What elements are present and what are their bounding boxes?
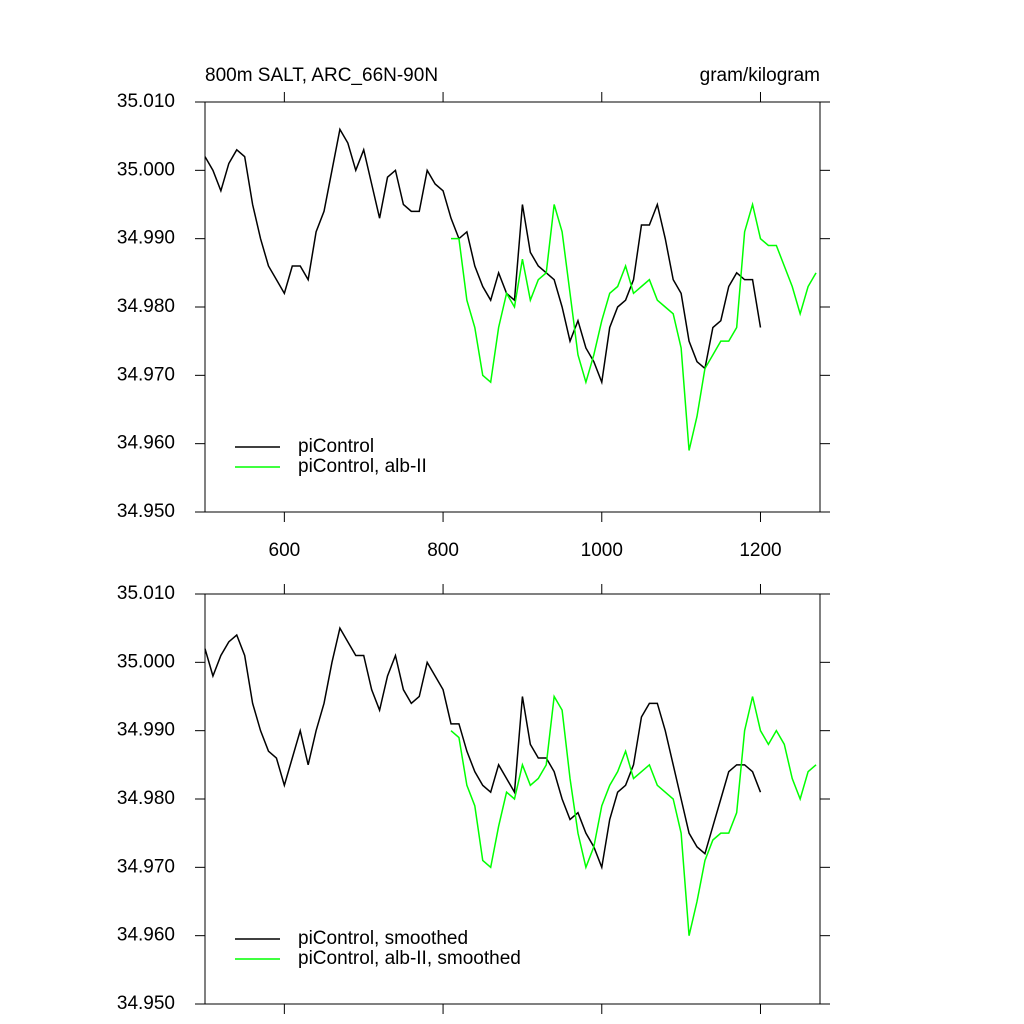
data-line bbox=[204, 127, 762, 386]
legend-label: piControl, alb-II bbox=[298, 456, 427, 477]
y-tick-label: 35.010 bbox=[117, 583, 175, 604]
x-tick-label: 800 bbox=[427, 540, 459, 561]
y-tick-label: 35.010 bbox=[117, 91, 175, 112]
y-tick-label: 35.000 bbox=[117, 651, 175, 672]
y-tick-label: 35.000 bbox=[117, 159, 175, 180]
y-tick-label: 34.990 bbox=[117, 720, 175, 741]
y-tick-label: 34.960 bbox=[117, 433, 175, 454]
y-tick-label: 34.970 bbox=[117, 364, 175, 385]
y-tick-label: 34.980 bbox=[117, 788, 175, 809]
y-tick-label: 34.950 bbox=[117, 993, 175, 1014]
y-tick-label: 34.990 bbox=[117, 228, 175, 249]
legend-label: piControl, smoothed bbox=[298, 928, 468, 949]
x-tick-label: 600 bbox=[269, 540, 301, 561]
legend-label: piControl, alb-II, smoothed bbox=[298, 948, 521, 969]
y-tick-label: 34.960 bbox=[117, 925, 175, 946]
data-line bbox=[204, 626, 762, 871]
y-tick-label: 34.950 bbox=[117, 501, 175, 522]
legend-label: piControl bbox=[298, 436, 374, 457]
x-tick-label: 1200 bbox=[739, 540, 781, 561]
data-line bbox=[450, 694, 817, 936]
units-label: gram/kilogram bbox=[700, 65, 820, 86]
data-line bbox=[451, 201, 817, 451]
chart-title: 800m SALT, ARC_66N-90N bbox=[205, 65, 438, 86]
x-tick-label: 1000 bbox=[581, 540, 623, 561]
y-tick-label: 34.980 bbox=[117, 296, 175, 317]
y-tick-label: 34.970 bbox=[117, 856, 175, 877]
